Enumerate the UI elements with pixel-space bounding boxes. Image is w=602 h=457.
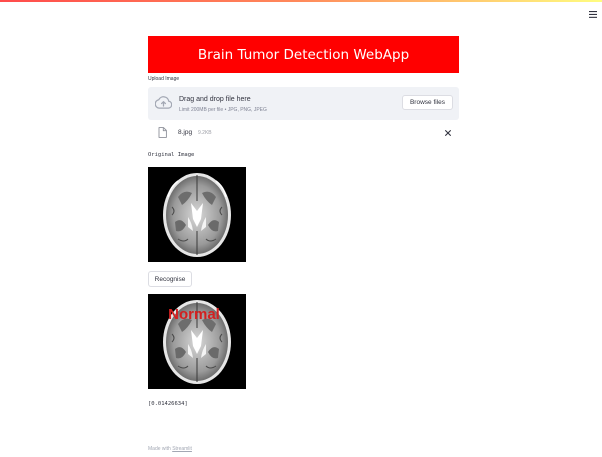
main-menu-button[interactable]: [586, 7, 600, 21]
uploaded-file-row: 8.jpg 9.2KB: [148, 125, 459, 141]
prediction-score: [0.01426634]: [148, 401, 188, 407]
original-brain-image: [148, 167, 246, 262]
file-name: 8.jpg: [178, 129, 193, 136]
file-dropzone[interactable]: Drag and drop file here Limit 200MB per …: [148, 87, 459, 120]
footer-prefix: Made with: [148, 446, 171, 452]
remove-file-button[interactable]: [443, 128, 453, 138]
page-title: Brain Tumor Detection WebApp: [197, 46, 410, 63]
cloud-upload-icon: [155, 96, 172, 109]
original-image-caption: Original Image: [148, 152, 195, 158]
streamlit-link[interactable]: Streamlit: [172, 446, 192, 452]
hamburger-menu-icon: [589, 10, 597, 18]
browse-files-button[interactable]: Browse files: [402, 95, 453, 110]
close-icon: [445, 130, 451, 136]
main-content: Brain Tumor Detection WebApp Upload Imag…: [148, 36, 459, 407]
upload-label: Upload Image: [148, 76, 180, 82]
footer: Made with Streamlit: [148, 446, 192, 452]
header-decoration: [0, 0, 602, 2]
dropzone-limit-text: Limit 200MB per file • JPG, PNG, JPEG: [179, 106, 267, 113]
file-icon: [158, 127, 167, 138]
dropzone-title: Drag and drop file here: [179, 96, 251, 103]
file-size: 9.2KB: [198, 130, 212, 136]
title-banner: Brain Tumor Detection WebApp: [148, 36, 459, 73]
recognise-button[interactable]: Recognise: [148, 271, 192, 287]
prediction-overlay-label: Normal: [168, 306, 220, 323]
result-brain-image: Normal: [148, 294, 246, 389]
